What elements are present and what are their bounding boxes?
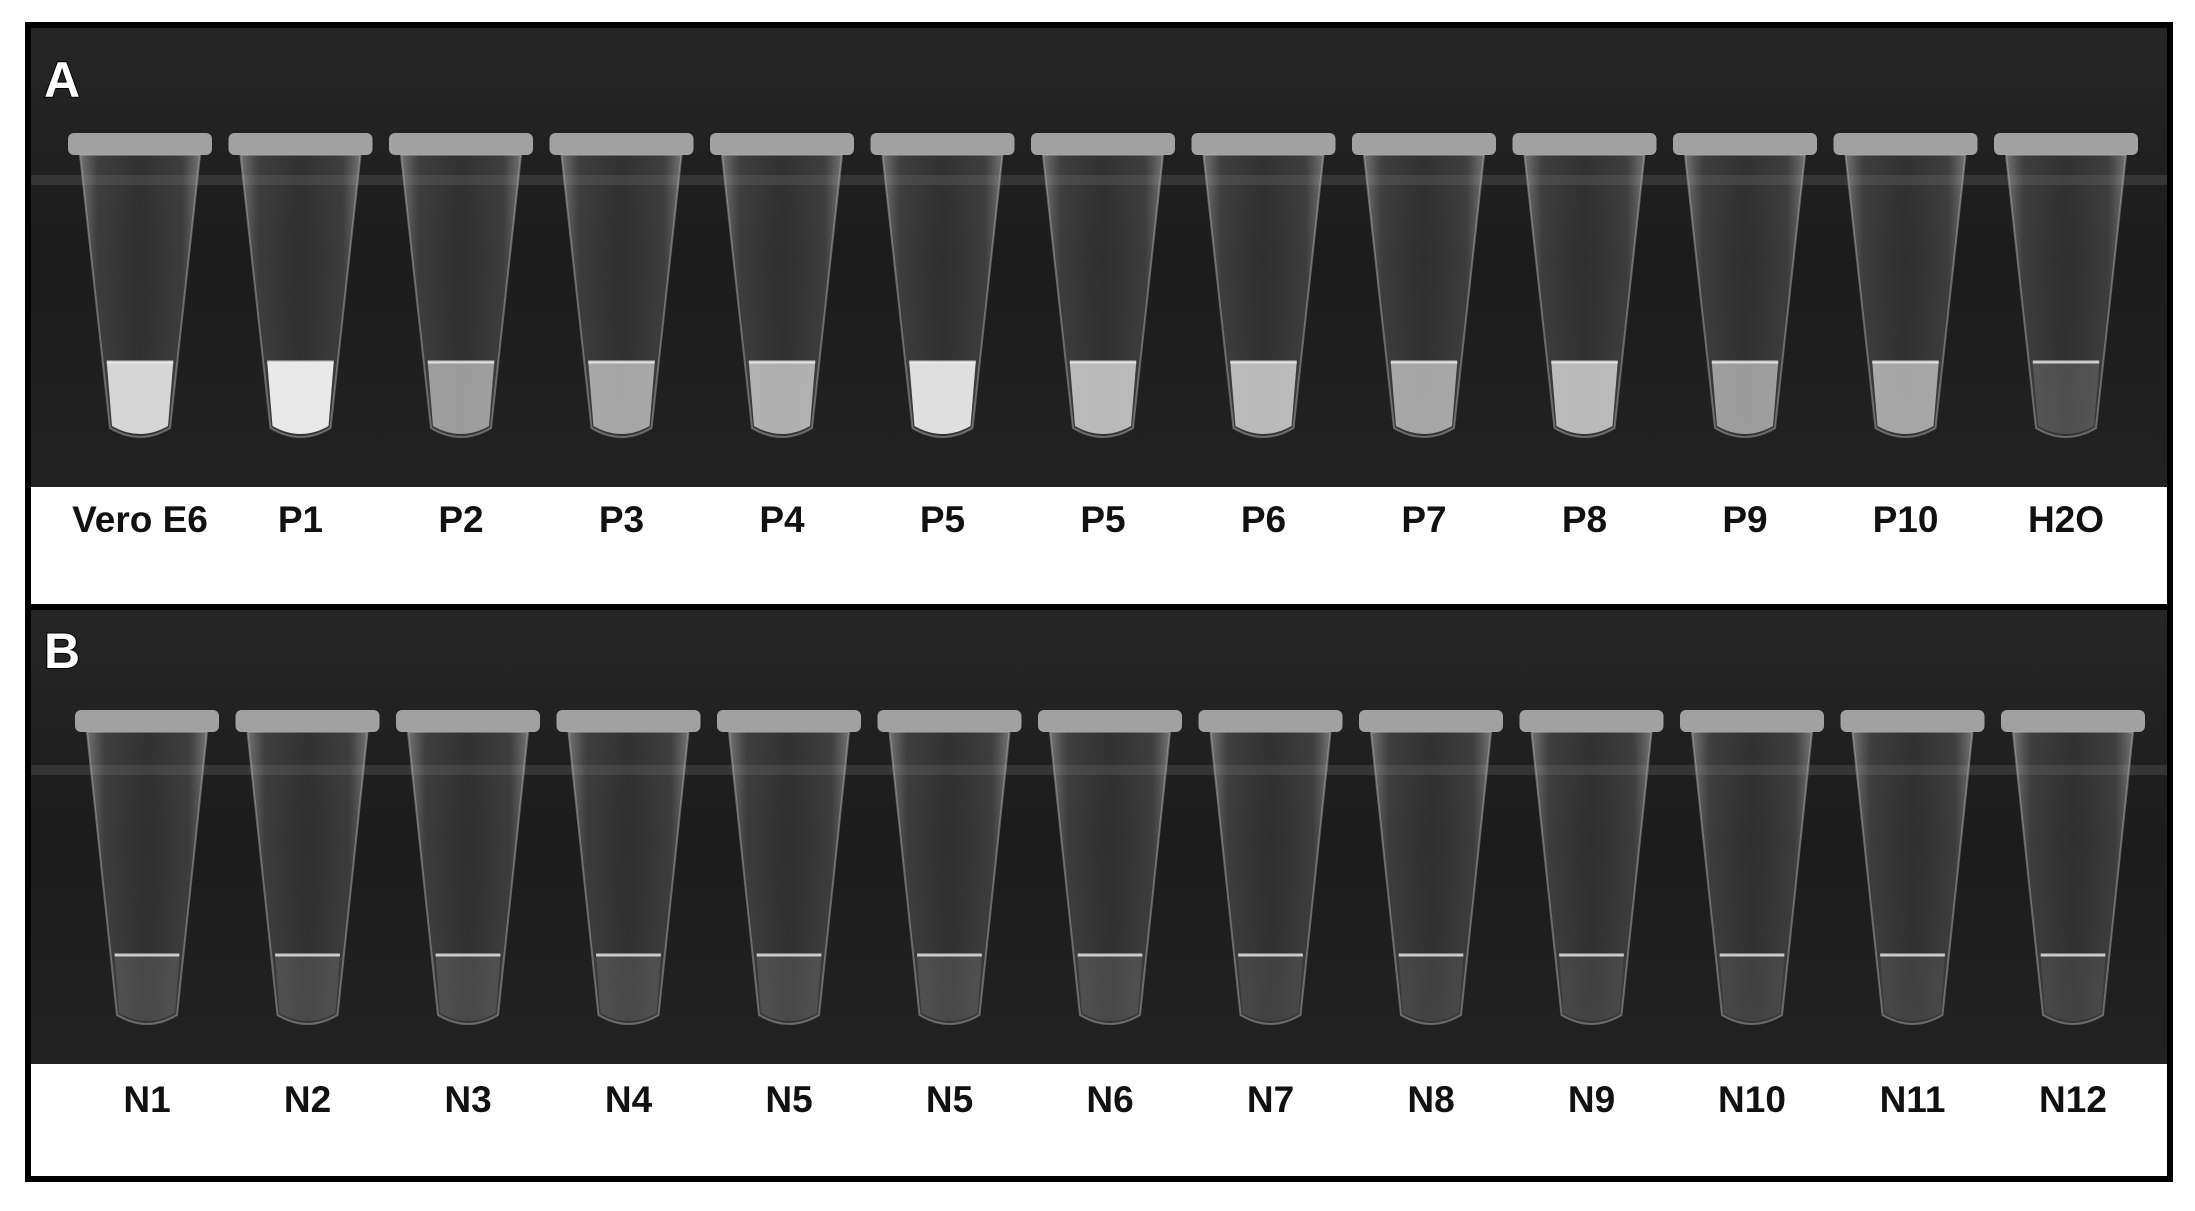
tube-label: P3	[599, 499, 644, 540]
tube-label: P4	[759, 499, 805, 540]
tube	[2004, 154, 2128, 438]
tube-content	[114, 955, 180, 1021]
tube-label: H2O	[2028, 499, 2104, 540]
tube-content	[435, 955, 501, 1021]
tube	[1209, 731, 1332, 1025]
tube-cap	[228, 133, 373, 155]
tube	[567, 731, 690, 1025]
tube-content	[2032, 362, 2100, 434]
tube-label: P8	[1562, 499, 1607, 540]
tube-content	[427, 362, 495, 434]
tube-content	[756, 955, 822, 1021]
tube-content	[909, 362, 976, 434]
tube-cap	[1840, 710, 1985, 732]
tube-label: P1	[278, 499, 323, 540]
tube-cap	[1519, 710, 1664, 732]
tube-content	[917, 955, 982, 1021]
tube-cap	[75, 710, 219, 732]
tube-content	[1719, 955, 1785, 1021]
tube-cap	[1359, 710, 1503, 732]
tube-cap	[717, 710, 861, 732]
tube	[888, 731, 1011, 1025]
tube-cap	[389, 133, 533, 155]
tube-content	[1069, 362, 1137, 434]
panel-letter: B	[44, 623, 80, 679]
tube	[406, 731, 530, 1025]
tube-label: P9	[1722, 499, 1767, 540]
tube-label: N1	[123, 1079, 170, 1120]
tube-label: N9	[1568, 1079, 1615, 1120]
tube-cap	[1673, 133, 1817, 155]
tube-cap	[235, 710, 380, 732]
tube-content	[275, 955, 340, 1021]
tube-cap	[1198, 710, 1343, 732]
tube-label: N4	[605, 1079, 653, 1120]
tube-cap	[1512, 133, 1657, 155]
tube-cap	[1680, 710, 1824, 732]
divider	[31, 604, 2167, 610]
tube-label: N7	[1247, 1079, 1294, 1120]
tube-content	[2040, 955, 2106, 1021]
tube-cap	[710, 133, 854, 155]
tube-label: N8	[1407, 1079, 1454, 1120]
tube-content	[1559, 955, 1624, 1021]
tube-label: P7	[1401, 499, 1446, 540]
tube-content	[1551, 362, 1618, 434]
tube-label: N6	[1086, 1079, 1133, 1120]
tube-cap	[1191, 133, 1336, 155]
tube-cap	[1994, 133, 2138, 155]
tube-content	[1880, 955, 1945, 1021]
tube-cap	[556, 710, 701, 732]
tube-cap	[870, 133, 1015, 155]
tube-content	[1711, 362, 1779, 434]
tube	[727, 731, 851, 1025]
tube	[1851, 731, 1974, 1025]
tube-label: Vero E6	[72, 499, 208, 540]
tube-label: P2	[438, 499, 483, 540]
tube-label: N12	[2039, 1079, 2107, 1120]
tube-label: N3	[444, 1079, 491, 1120]
tube-content	[596, 955, 661, 1021]
tube-cap	[68, 133, 212, 155]
tube-label: N5	[926, 1079, 973, 1120]
tube-content	[1872, 362, 1939, 434]
tube	[1690, 731, 1814, 1025]
tube-cap	[1833, 133, 1978, 155]
tube-cap	[1038, 710, 1182, 732]
tube-content	[1390, 362, 1458, 434]
tube-content	[106, 362, 174, 434]
tube-content	[267, 362, 334, 434]
tube-cap	[549, 133, 694, 155]
tube-label: P6	[1241, 499, 1286, 540]
tube	[246, 731, 369, 1025]
tube-content	[1238, 955, 1303, 1021]
tube-content	[1077, 955, 1143, 1021]
tube-cap	[877, 710, 1022, 732]
tube-label: N11	[1880, 1079, 1946, 1120]
panel-letter: A	[44, 52, 80, 108]
tube-content	[748, 362, 816, 434]
tube-content	[1230, 362, 1297, 434]
tube-label: N5	[765, 1079, 812, 1120]
tube-label: P5	[1080, 499, 1125, 540]
tube	[1530, 731, 1653, 1025]
tube	[85, 731, 209, 1025]
tube-label: N10	[1718, 1079, 1786, 1120]
tube-cap	[396, 710, 540, 732]
tube-label: N2	[284, 1079, 331, 1120]
tube-cap	[1031, 133, 1175, 155]
tube	[2011, 731, 2135, 1025]
tube-content	[588, 362, 655, 434]
tube-label: P10	[1873, 499, 1939, 540]
tube-cap	[2001, 710, 2145, 732]
tube-label: P5	[920, 499, 965, 540]
tube	[1369, 731, 1493, 1025]
tube-content	[1398, 955, 1464, 1021]
tube-cap	[1352, 133, 1496, 155]
tube	[1048, 731, 1172, 1025]
